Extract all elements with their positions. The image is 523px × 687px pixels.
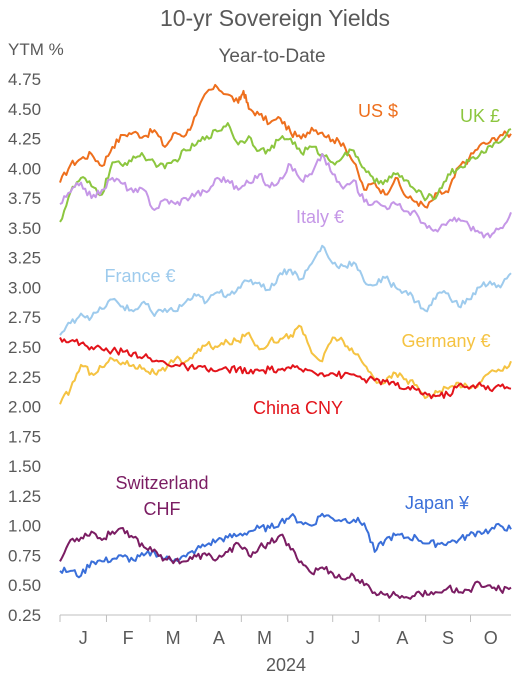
- series-line-switzerland-chf: [59, 527, 512, 600]
- y-tick-label: 4.00: [8, 159, 41, 178]
- y-tick-label: 1.75: [8, 427, 41, 446]
- y-tick-label: 1.50: [8, 457, 41, 476]
- x-tick-label: S: [442, 628, 454, 648]
- x-tick-label: J: [351, 628, 360, 648]
- series-label: Germany €: [401, 331, 490, 351]
- series-line-us: [59, 83, 512, 209]
- y-tick-label: 1.00: [8, 517, 41, 536]
- y-tick-label: 0.50: [8, 576, 41, 595]
- x-axis-label: 2024: [266, 655, 306, 675]
- x-tick-label: J: [79, 628, 88, 648]
- series-line-italy: [59, 153, 512, 239]
- y-tick-label: 3.00: [8, 278, 41, 297]
- series-label: France €: [104, 266, 175, 286]
- y-axis-ticks: 4.75 4.50 4.25 4.00 3.75 3.50 3.25 3.00 2.75 2.50…: [8, 70, 41, 625]
- y-tick-label: 3.25: [8, 249, 41, 268]
- y-tick-label: 0.25: [8, 606, 41, 625]
- series-label: Switzerland: [115, 473, 208, 493]
- x-tick-label: F: [123, 628, 134, 648]
- x-tick-label: O: [484, 628, 498, 648]
- y-tick-label: 3.50: [8, 219, 41, 238]
- x-tick-label: A: [213, 628, 225, 648]
- series-line-uk: [59, 122, 512, 223]
- series-line-france: [59, 244, 512, 336]
- y-tick-label: 2.00: [8, 398, 41, 417]
- x-tick-label: A: [396, 628, 408, 648]
- series-layer: [59, 83, 512, 600]
- series-label: US $: [358, 101, 398, 121]
- y-tick-label: 4.75: [8, 70, 41, 89]
- series-line-japan: [59, 512, 512, 579]
- series-labels: US $ UK £ Italy € France € Germany € China CN…: [104, 101, 500, 519]
- series-label: Italy €: [296, 207, 344, 227]
- y-tick-label: 3.75: [8, 189, 41, 208]
- x-tick-label: M: [257, 628, 272, 648]
- y-tick-label: 2.25: [8, 368, 41, 387]
- series-label: Japan ¥: [405, 493, 470, 513]
- y-tick-label: 1.25: [8, 487, 41, 506]
- chart-title: 10-yr Sovereign Yields: [160, 5, 390, 31]
- series-label: UK £: [460, 106, 500, 126]
- y-tick-label: 2.75: [8, 308, 41, 327]
- x-tick-label: M: [166, 628, 181, 648]
- y-tick-label: 2.50: [8, 338, 41, 357]
- series-label: China CNY: [253, 398, 343, 418]
- y-axis-label: YTM %: [8, 40, 64, 59]
- y-tick-label: 0.75: [8, 546, 41, 565]
- series-line-china-cny: [59, 337, 512, 400]
- x-tick-label: J: [306, 628, 315, 648]
- series-label: CHF: [144, 499, 181, 519]
- series-line-germany: [59, 324, 512, 405]
- y-tick-label: 4.25: [8, 130, 41, 149]
- chart-subtitle: Year-to-Date: [218, 46, 325, 67]
- y-tick-label: 4.50: [8, 100, 41, 119]
